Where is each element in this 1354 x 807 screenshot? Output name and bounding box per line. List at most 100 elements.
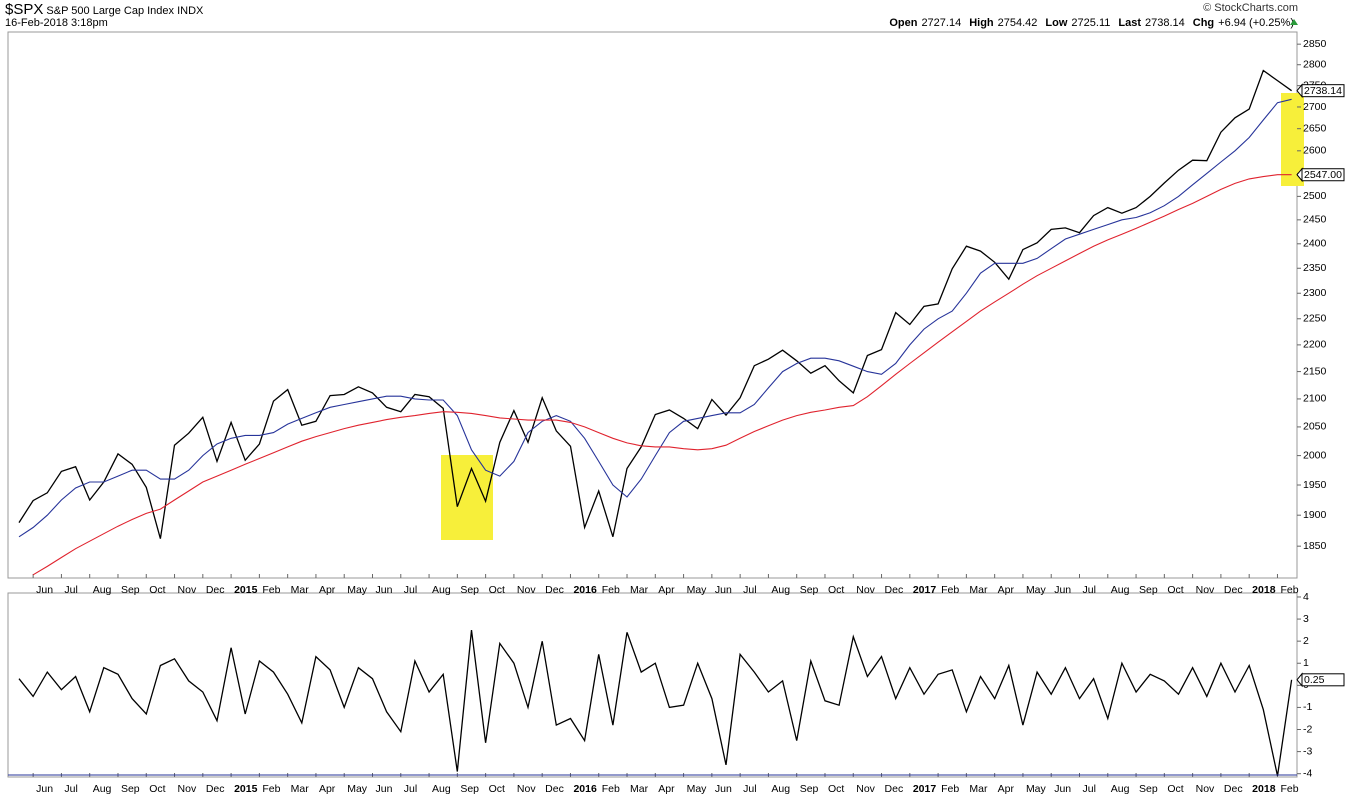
x-tick-label: Jun (1054, 783, 1071, 795)
y-tick-label: 2150 (1303, 365, 1327, 377)
x-tick-label: Nov (517, 783, 536, 795)
y-tick-label: 2200 (1303, 339, 1327, 351)
x-tick-label: May (1026, 783, 1047, 795)
x-tick-label: Feb (262, 584, 280, 596)
x-tick-label: Sep (460, 584, 479, 596)
y-tick-label: 1850 (1303, 540, 1327, 552)
value-tag (1301, 168, 1345, 182)
x-tick-label: Mar (291, 584, 310, 596)
x-tick-label: May (687, 584, 708, 596)
value-tag-label: 2738.14 (1304, 85, 1342, 97)
x-tick-label: Nov (856, 584, 875, 596)
quote-value: 2738.14 (1145, 17, 1185, 29)
x-tick-label: Aug (771, 584, 790, 596)
x-tick-label: Dec (885, 584, 904, 596)
series-line (18, 630, 1293, 777)
symbol: $SPX (5, 1, 44, 18)
x-tick-label: Dec (206, 783, 225, 795)
x-tick-label: Aug (432, 783, 451, 795)
x-tick-label: 2016 (573, 783, 597, 795)
x-tick-label: 2018 (1252, 584, 1276, 596)
x-tick-label: Sep (1139, 783, 1158, 795)
x-tick-label: Dec (545, 783, 564, 795)
series-line (32, 174, 1292, 576)
x-tick-label: Jul (404, 783, 417, 795)
x-tick-label: May (687, 783, 708, 795)
x-tick-label: Nov (178, 783, 197, 795)
x-tick-label: Dec (206, 584, 225, 596)
highlight (1281, 93, 1304, 186)
x-tick-label: Oct (1167, 584, 1183, 596)
x-tick-label: Mar (969, 584, 988, 596)
x-tick-label: Mar (630, 584, 649, 596)
x-tick-label: Feb (1280, 584, 1298, 596)
x-tick-label: Sep (121, 783, 140, 795)
x-tick-label: Aug (93, 584, 112, 596)
x-tick-label: Jun (715, 584, 732, 596)
x-tick-label: Jul (743, 584, 756, 596)
x-tick-label: Jun (1054, 584, 1071, 596)
x-tick-label: Aug (432, 584, 451, 596)
value-tag-label: 2547.00 (1304, 169, 1342, 181)
title-row: $SPX S&P 500 Large Cap Index INDX (5, 1, 203, 18)
y-tick-label: 2100 (1303, 393, 1327, 405)
x-tick-label: Jun (715, 783, 732, 795)
exchange: INDX (177, 5, 204, 17)
y-tick-label: -2 (1303, 723, 1312, 735)
y-tick-label: 2800 (1303, 59, 1327, 71)
x-tick-label: Oct (489, 783, 505, 795)
y-tick-label: 1 (1303, 657, 1309, 669)
x-tick-label: May (1026, 584, 1047, 596)
x-tick-label: Oct (828, 584, 844, 596)
value-tag-label: 0.25 (1304, 674, 1325, 686)
y-tick-label: 2050 (1303, 421, 1327, 433)
quote-label: High (969, 17, 994, 29)
y-tick-label: 2450 (1303, 214, 1327, 226)
quote-row: Open 2727.14 High 2754.42 Low 2725.11 Last 2738… (881, 17, 1294, 29)
x-tick-label: Oct (828, 783, 844, 795)
x-tick-label: Mar (291, 783, 310, 795)
x-tick-label: Feb (262, 783, 280, 795)
y-tick-label: 2300 (1303, 287, 1327, 299)
x-tick-label: Apr (998, 783, 1015, 795)
y-tick-label: -3 (1303, 745, 1312, 757)
x-tick-label: Feb (602, 783, 620, 795)
x-tick-label: Aug (1111, 783, 1130, 795)
x-tick-label: Nov (856, 783, 875, 795)
x-tick-label: Jul (1083, 584, 1096, 596)
quote-value: 2725.11 (1071, 17, 1111, 29)
timestamp: 16-Feb-2018 3:18pm (5, 17, 108, 29)
y-tick-label: 2 (1303, 635, 1309, 647)
x-tick-label: Jun (376, 783, 393, 795)
series-line (18, 98, 1292, 538)
quote-value: +6.94 (+0.25%) (1218, 17, 1294, 29)
quote-label: Open (889, 17, 918, 29)
x-tick-label: Jul (743, 783, 756, 795)
x-tick-label: Jun (36, 783, 53, 795)
x-tick-label: Aug (771, 783, 790, 795)
x-tick-label: Jun (36, 584, 53, 596)
y-tick-label: 3 (1303, 613, 1309, 625)
y-tick-label: 2500 (1303, 190, 1327, 202)
price-panel (7, 31, 1298, 579)
x-tick-label: Apr (658, 584, 675, 596)
copyright: © StockCharts.com (1203, 2, 1298, 14)
x-tick-label: Oct (149, 584, 165, 596)
y-tick-label: 2400 (1303, 238, 1327, 250)
value-tag-arrow (1296, 672, 1303, 688)
quote-label: Chg (1192, 17, 1215, 29)
x-tick-label: Aug (93, 783, 112, 795)
x-tick-label: Dec (1224, 783, 1243, 795)
index-name: S&P 500 Large Cap Index (46, 5, 175, 17)
x-tick-label: Feb (941, 584, 959, 596)
x-tick-label: 2017 (913, 584, 937, 596)
x-tick-label: Apr (319, 783, 336, 795)
x-tick-label: Dec (885, 783, 904, 795)
value-tag (1301, 673, 1345, 687)
x-tick-label: Feb (1280, 783, 1298, 795)
x-tick-label: Aug (1111, 584, 1130, 596)
quote-label: Last (1118, 17, 1141, 29)
x-tick-label: Apr (998, 584, 1015, 596)
